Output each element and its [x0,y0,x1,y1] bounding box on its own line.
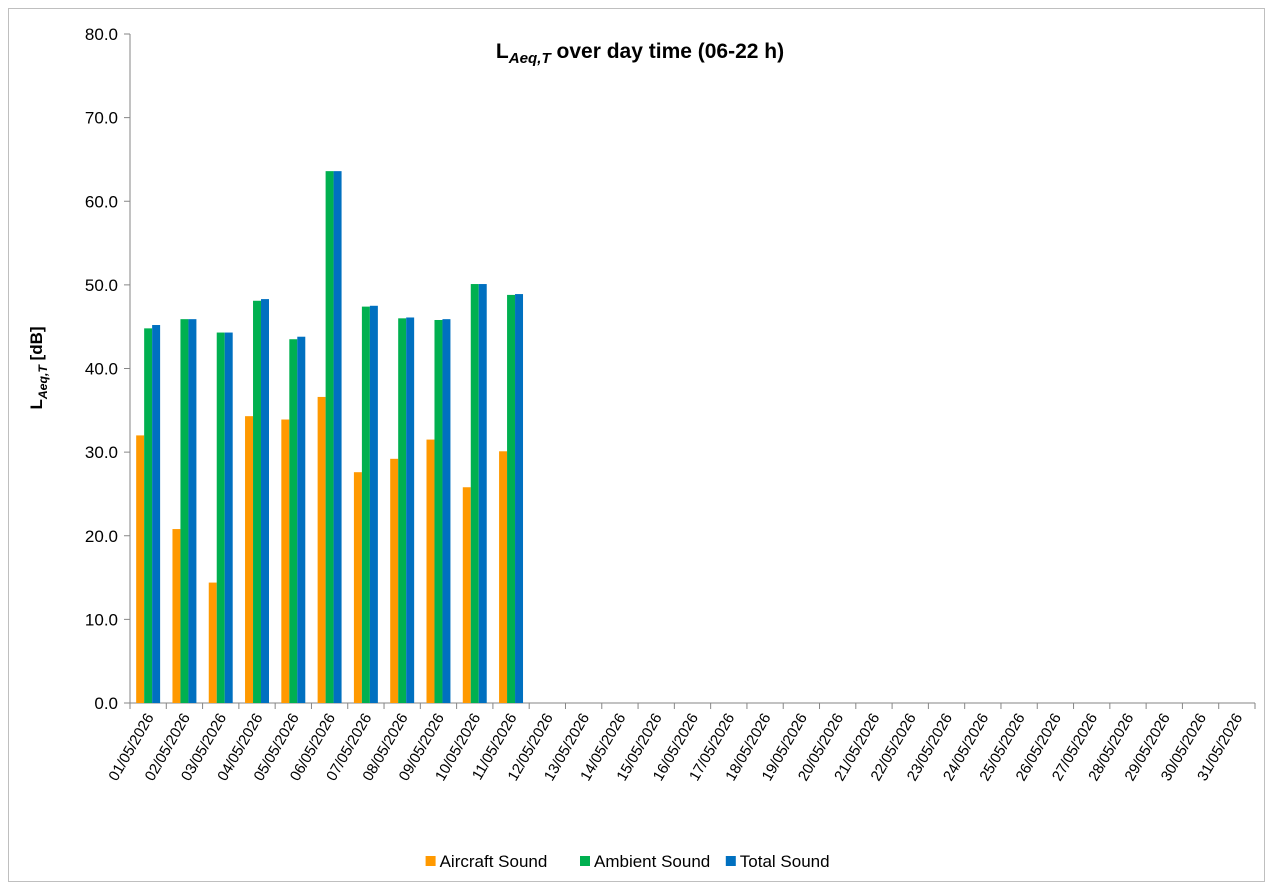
bar [172,529,181,703]
bar [216,332,225,703]
bar [398,318,407,703]
bar [507,294,516,703]
bar [261,299,269,703]
bar [188,319,197,703]
bar [390,458,399,703]
legend-swatch [425,856,436,866]
y-tick-label: 30.0 [85,443,118,462]
bar [281,419,290,703]
legend-label: Total Sound [740,852,830,871]
bar [245,416,254,703]
bar [434,319,443,703]
bar [333,171,342,703]
bar [353,472,362,703]
bar [297,336,306,703]
bar [470,284,479,703]
legend-label: Ambient Sound [594,852,710,871]
bar [478,284,487,703]
y-tick-label: 0.0 [94,694,118,713]
bar [136,435,145,703]
y-tick-label: 70.0 [85,109,118,128]
bar [224,332,233,703]
bar [325,171,334,703]
y-tick-label: 50.0 [85,276,118,295]
bar [361,306,370,703]
y-axis-label: LAeq,T [dB] [27,326,50,409]
y-tick-label: 60.0 [85,192,118,211]
bar [208,582,217,703]
bar [144,328,153,703]
bar [426,439,435,703]
bar [406,317,415,703]
bar [289,339,298,703]
legend-label: Aircraft Sound [440,852,548,871]
y-tick-label: 20.0 [85,527,118,546]
bar [515,294,524,703]
bar [499,451,508,703]
y-tick-label: 40.0 [85,360,118,379]
bar [369,305,378,703]
legend-swatch [580,856,590,866]
legend-swatch [725,856,736,866]
bar [180,319,189,703]
bar [253,300,262,703]
bar [152,325,161,703]
chart-title: LAeq,T over day time (06-22 h) [496,40,784,67]
bar [442,319,451,703]
bar [317,396,326,703]
bar [462,487,471,703]
y-tick-label: 10.0 [85,610,118,629]
y-tick-label: 80.0 [85,25,118,44]
